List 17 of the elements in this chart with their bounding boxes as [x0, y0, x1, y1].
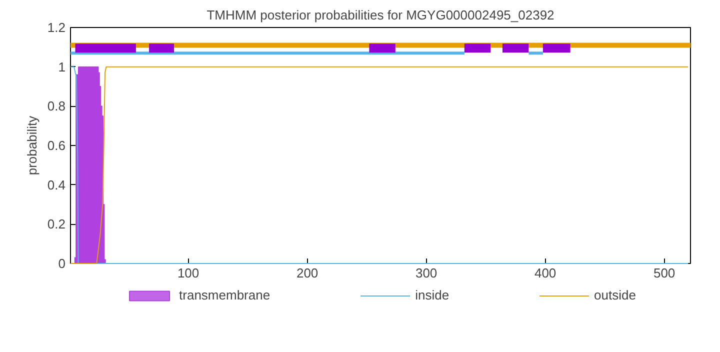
x-tick-label: 500 [653, 266, 676, 280]
y-tick-label: 0.2 [47, 216, 66, 232]
y-axis-title: probability [24, 115, 40, 176]
y-tick-label: 0 [58, 256, 66, 271]
legend-label: outside [594, 288, 636, 302]
chart-title: TMHMM posterior probabilities for MGYG000002495_02392 [206, 8, 554, 22]
y-tick-label: 1.2 [47, 20, 66, 35]
x-tick-label: 300 [415, 266, 438, 280]
y-tick-label: 0.6 [47, 138, 66, 153]
x-tick-label: 400 [534, 266, 556, 280]
y-tick-label: 0.8 [47, 98, 66, 114]
y-tick-label: 1 [58, 59, 66, 74]
y-tick-label: 0.4 [47, 177, 66, 192]
x-tick-label: 200 [296, 266, 318, 280]
legend-label: inside [415, 288, 450, 302]
legend-label: transmembrane [179, 288, 270, 302]
x-tick-label: 100 [177, 266, 200, 280]
